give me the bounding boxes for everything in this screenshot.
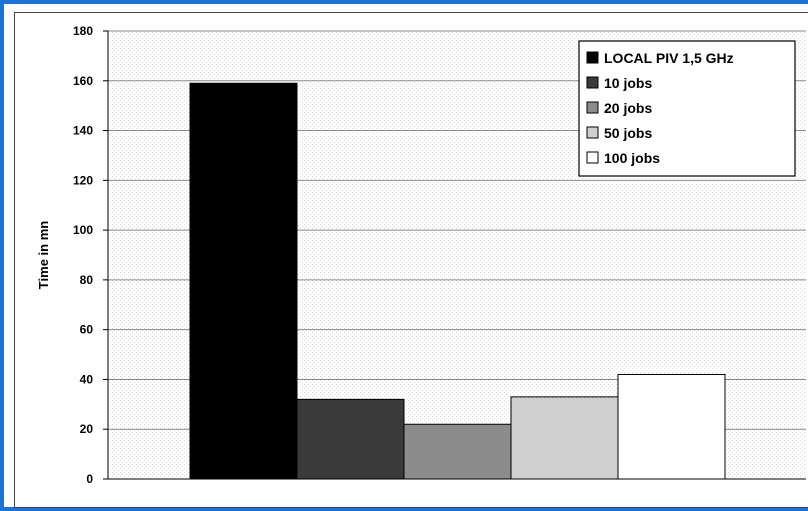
y-tick-label: 180 xyxy=(73,24,93,38)
y-tick-label: 60 xyxy=(80,323,94,337)
legend-box xyxy=(578,40,796,177)
bars xyxy=(189,82,726,480)
legend-label: 100 jobs xyxy=(604,150,660,166)
legend-swatch xyxy=(586,101,599,114)
legend-swatch xyxy=(586,76,599,89)
y-tick-label: 120 xyxy=(73,173,93,187)
y-tick-label: 80 xyxy=(80,273,94,287)
y-tick-label: 40 xyxy=(80,372,94,386)
bar-local-piv-1-5-ghz xyxy=(189,82,298,480)
y-axis-label: Time in mn xyxy=(36,221,51,289)
bar-10-jobs xyxy=(296,398,405,480)
bar-20-jobs xyxy=(403,423,512,480)
y-tick-label: 20 xyxy=(80,422,94,436)
y-tick-label: 140 xyxy=(73,124,93,138)
legend-swatch xyxy=(586,51,599,64)
bar-100-jobs xyxy=(617,373,726,480)
legend-label: LOCAL PIV 1,5 GHz xyxy=(604,50,734,66)
y-tick-label: 0 xyxy=(86,472,93,486)
y-tick-labels: 0 20 40 60 80 100 120 140 160 180 xyxy=(73,24,93,486)
chart-area-border xyxy=(14,12,808,508)
legend-label: 10 jobs xyxy=(604,75,652,91)
legend: LOCAL PIV 1,5 GHz 10 jobs 20 jobs 50 jobs 10… xyxy=(578,40,796,177)
bar-50-jobs xyxy=(510,396,619,480)
axes xyxy=(103,30,806,480)
legend-swatch xyxy=(586,151,599,164)
legend-swatch xyxy=(586,126,599,139)
y-tick-label: 160 xyxy=(73,74,93,88)
legend-label: 20 jobs xyxy=(604,100,652,116)
legend-label: 50 jobs xyxy=(604,125,652,141)
y-tick-label: 100 xyxy=(73,223,93,237)
